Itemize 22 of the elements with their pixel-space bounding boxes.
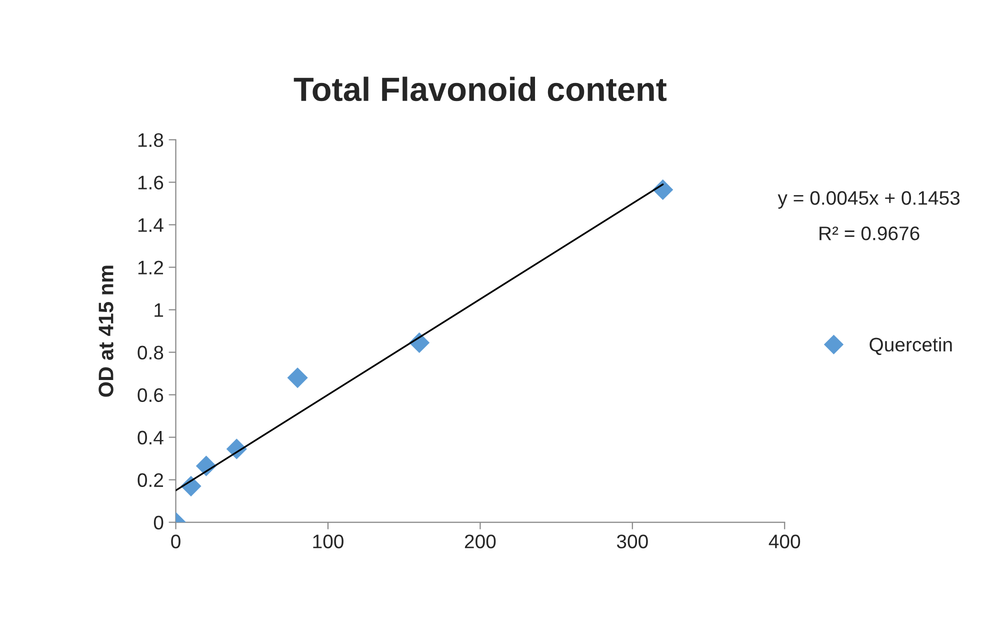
y-axis-title: OD at 415 nm xyxy=(98,266,114,397)
chart-title: Total Flavonoid content xyxy=(294,76,667,102)
annotation: y = 0.0045x + 0.1453 xyxy=(778,191,960,209)
y-tick-label: 1.8 xyxy=(138,133,164,147)
x-tick-label: 0 xyxy=(171,534,180,548)
y-tick-label: 1.2 xyxy=(138,260,163,274)
x-tick-label: 200 xyxy=(464,534,496,548)
text: R² = 0.9676 xyxy=(820,226,920,240)
point xyxy=(652,179,674,200)
y-tick-label: 1.6 xyxy=(138,176,164,190)
y-tick-label: 1 xyxy=(154,303,164,317)
legend-label: Quercetin xyxy=(870,337,952,356)
x-tick-label: 100 xyxy=(313,534,344,548)
y-tick-label: 1.4 xyxy=(138,218,164,232)
y-tick-label: 0.4 xyxy=(138,430,164,445)
y-tick-label: 0 xyxy=(154,516,164,530)
y-tick-label: 0.8 xyxy=(138,346,164,360)
point xyxy=(287,367,308,388)
x-tick-label: 300 xyxy=(616,534,648,548)
y-tick-label: 0.2 xyxy=(138,473,163,488)
x-tick-label: 400 xyxy=(768,534,800,548)
y-tick-label: 0.6 xyxy=(138,388,164,402)
